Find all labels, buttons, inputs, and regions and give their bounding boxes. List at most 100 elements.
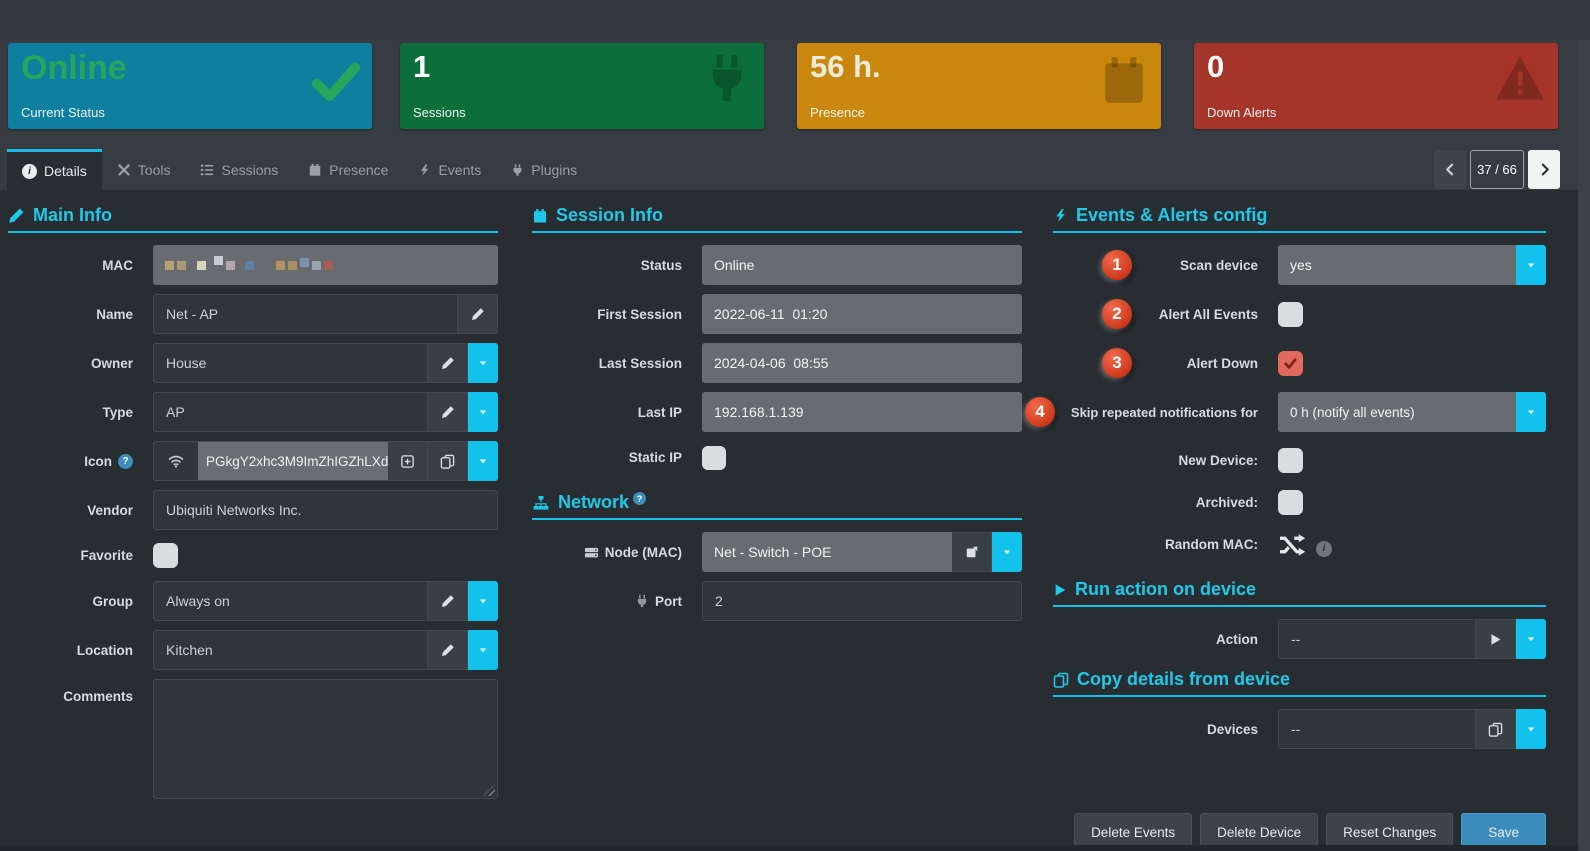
tab-events[interactable]: Events [403, 149, 496, 190]
alert-all-events-row: 2 Alert All Events [1053, 294, 1546, 334]
devices-dropdown-button[interactable] [1516, 709, 1546, 749]
type-input[interactable]: AP [153, 392, 428, 432]
devices-label: Devices [1206, 721, 1258, 737]
step-badge-3: 3 [1102, 348, 1132, 378]
action-dropdown-button[interactable] [1516, 619, 1546, 659]
tab-plugins[interactable]: Plugins [496, 149, 592, 190]
name-input[interactable]: Net - AP [153, 294, 458, 334]
section-title: Events & Alerts config [1076, 205, 1268, 225]
scan-device-dropdown-button[interactable] [1516, 245, 1546, 285]
status-row: Status Online [532, 245, 1022, 285]
scrollbar[interactable] [1578, 40, 1590, 851]
device-pager: 37 / 66 [1434, 150, 1560, 189]
section-title: Network [558, 492, 630, 512]
edit-owner-button[interactable] [428, 343, 468, 383]
node-select[interactable]: Net - Switch - POE [702, 532, 952, 572]
edit-location-button[interactable] [428, 630, 468, 670]
edit-group-button[interactable] [428, 581, 468, 621]
first-session-field: 2022-06-11 01:20 [702, 294, 1022, 334]
location-input[interactable]: Kitchen [153, 630, 428, 670]
pencil-icon [471, 308, 484, 320]
icon-dropdown-button[interactable] [468, 441, 498, 481]
reset-changes-button[interactable]: Reset Changes [1326, 813, 1454, 851]
skip-notifications-select[interactable]: 0 h (notify all events) [1278, 392, 1516, 432]
info-icon[interactable]: i [1316, 540, 1332, 557]
skip-notifications-dropdown-button[interactable] [1516, 392, 1546, 432]
main-info-section: Main Info MAC [8, 205, 498, 808]
node-row: Node (MAC) Net - Switch - POE [532, 532, 1022, 572]
skip-notifications-label: Skip repeated notifications for [1070, 404, 1258, 420]
plug-icon [637, 594, 647, 608]
name-label: Name [96, 306, 133, 322]
node-value: Net - Switch - POE [714, 544, 832, 560]
action-select[interactable]: -- [1278, 619, 1476, 659]
save-button[interactable]: Save [1461, 813, 1546, 851]
owner-input[interactable]: House [153, 343, 428, 383]
run-action-header: Run action on device [1053, 579, 1546, 607]
next-device-button[interactable] [1528, 150, 1560, 189]
scan-device-select[interactable]: yes [1278, 245, 1516, 285]
devices-select[interactable]: -- [1278, 709, 1476, 749]
play-icon [1491, 633, 1501, 645]
alert-all-events-checkbox[interactable] [1278, 301, 1303, 327]
tab-label: Plugins [531, 161, 578, 178]
alert-down-checkbox[interactable] [1278, 350, 1303, 376]
alert-down-row: 3 Alert Down [1053, 343, 1546, 383]
copy-from-device-button[interactable] [1476, 709, 1516, 749]
static-ip-checkbox[interactable] [702, 445, 726, 470]
mac-row: MAC [8, 245, 498, 285]
plus-square-icon [401, 454, 414, 468]
archived-checkbox[interactable] [1278, 490, 1303, 515]
last-ip-value: 192.168.1.139 [714, 404, 804, 420]
tab-tools[interactable]: Tools [102, 149, 186, 190]
copy-icon-button[interactable] [428, 441, 468, 481]
delete-events-button[interactable]: Delete Events [1074, 813, 1193, 851]
edit-name-button[interactable] [458, 294, 498, 334]
first-session-value: 2022-06-11 01:20 [714, 306, 828, 322]
help-icon[interactable]: ? [633, 492, 647, 505]
main-info-header: Main Info [8, 205, 498, 233]
tab-presence[interactable]: Presence [293, 149, 403, 190]
prev-device-button[interactable] [1434, 150, 1466, 189]
pencil-icon [441, 595, 454, 607]
card-label: Down Alerts [1207, 105, 1277, 120]
tab-sessions[interactable]: Sessions [185, 149, 293, 190]
tab-details[interactable]: i Details [7, 149, 102, 190]
port-input[interactable]: 2 [702, 581, 1022, 621]
static-ip-row: Static IP [532, 441, 1022, 474]
section-title: Run action on device [1075, 579, 1257, 599]
pencil-icon [441, 406, 454, 418]
alert-all-events-label: Alert All Events [1158, 306, 1258, 322]
card-value: 56 h. [810, 49, 881, 84]
random-mac-label: Random MAC: [1165, 537, 1258, 552]
location-dropdown-button[interactable] [468, 630, 498, 670]
comments-textarea[interactable] [153, 679, 498, 799]
edit-type-button[interactable] [428, 392, 468, 432]
group-dropdown-button[interactable] [468, 581, 498, 621]
delete-device-button[interactable]: Delete Device [1200, 813, 1319, 851]
icon-code-input[interactable]: PGkgY2xhc3M9ImZhIGZhLXd [198, 441, 388, 481]
port-label: Port [532, 594, 702, 609]
skip-notifications-value: 0 h (notify all events) [1290, 404, 1415, 420]
add-icon-button[interactable] [388, 441, 428, 481]
owner-dropdown-button[interactable] [468, 343, 498, 383]
help-icon[interactable]: ? [118, 453, 133, 469]
type-dropdown-button[interactable] [468, 392, 498, 432]
favorite-checkbox[interactable] [153, 543, 178, 568]
run-action-button[interactable] [1476, 619, 1516, 659]
new-device-checkbox[interactable] [1278, 448, 1303, 473]
caret-down-icon [1528, 637, 1534, 642]
group-label: Group [92, 593, 134, 609]
open-node-button[interactable] [952, 532, 992, 572]
last-session-label: Last Session [598, 355, 682, 371]
vendor-input[interactable]: Ubiquiti Networks Inc. [153, 490, 498, 530]
group-row: Group Always on [8, 581, 498, 621]
skip-notifications-row: 4 Skip repeated notifications for 0 h (n… [1025, 392, 1546, 432]
action-value: -- [1291, 631, 1301, 647]
owner-label: Owner [90, 355, 133, 371]
node-dropdown-button[interactable] [992, 532, 1022, 572]
sitemap-icon [533, 495, 549, 510]
group-input[interactable]: Always on [153, 581, 428, 621]
pencil-icon [441, 357, 454, 369]
